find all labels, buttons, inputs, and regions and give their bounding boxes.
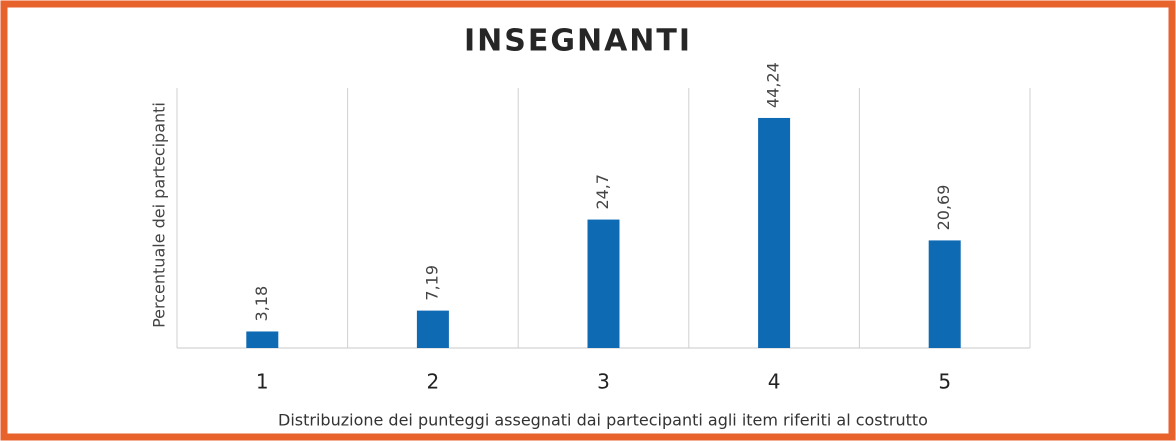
bar [758,117,791,349]
bar [587,219,620,348]
x-axis-label: Distribuzione dei punteggi assegnati dai… [278,411,928,430]
x-tick-label: 1 [256,370,269,394]
x-tick-label: 2 [427,370,440,394]
data-label: 7,19 [422,265,441,301]
bar [928,240,961,348]
chart-title: INSEGNANTI [464,24,692,59]
bar [416,310,449,348]
data-label: 44,24 [764,62,783,108]
x-tick-label: 3 [597,370,610,394]
x-tick-label: 5 [938,370,951,394]
data-label: 20,69 [934,185,953,231]
y-axis-label: Percentuale dei partecipanti [150,102,169,328]
data-label: 3,18 [252,286,271,322]
x-tick-label: 4 [768,370,781,394]
data-label: 24,7 [593,174,612,210]
bar [246,331,279,348]
